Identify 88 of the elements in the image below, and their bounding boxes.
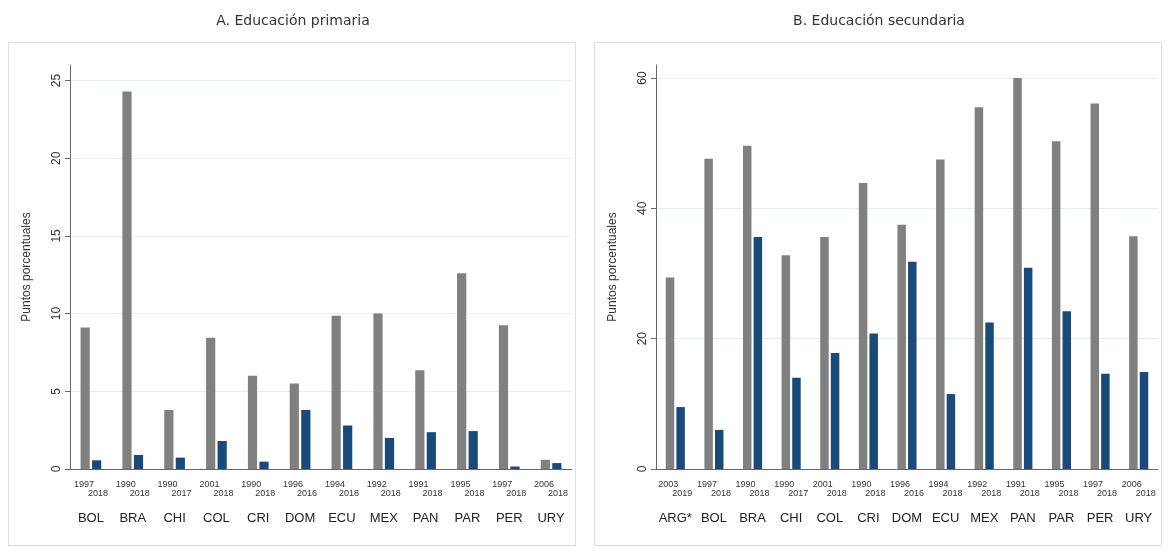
bar xyxy=(1090,103,1100,469)
bar xyxy=(175,457,185,469)
category-label: 1997 2018 PER xyxy=(1083,478,1118,525)
bar xyxy=(164,409,174,469)
y-tick-label: 0 xyxy=(635,465,649,473)
category-label: 1990 2018 BRA xyxy=(115,478,150,525)
category-label: 2001 2018 COL xyxy=(812,478,847,525)
category-label: 2006 2018 URY xyxy=(534,478,569,525)
y-tick-label: 5 xyxy=(49,387,63,395)
bar xyxy=(80,327,90,469)
bar xyxy=(457,273,467,469)
bar xyxy=(301,409,311,469)
bar xyxy=(92,460,102,469)
bar xyxy=(830,353,840,469)
bar xyxy=(858,182,868,469)
category-label: 1991 2018 PAN xyxy=(1005,478,1040,525)
bar xyxy=(665,277,675,469)
bar xyxy=(259,461,269,469)
y-tick-label: 40 xyxy=(635,201,649,216)
bar xyxy=(742,145,752,469)
bar xyxy=(468,431,478,469)
category-label: 1991 2018 PAN xyxy=(408,478,443,525)
bar xyxy=(331,315,341,469)
category-label: 1994 2018 ECU xyxy=(324,478,359,525)
bar xyxy=(415,370,425,469)
category-label: 1996 2016 DOM xyxy=(283,478,318,525)
bar xyxy=(1023,267,1033,469)
y-tick-label: 25 xyxy=(49,73,63,88)
bar xyxy=(985,322,994,469)
y-tick-label: 60 xyxy=(635,71,649,85)
chart-title: B. Educación secundaria xyxy=(793,12,965,28)
category-label: 1990 2017 CHI xyxy=(774,478,809,525)
category-label: 2006 2018 URY xyxy=(1121,478,1156,525)
category-label: 1992 2018 MEX xyxy=(366,478,401,525)
y-tick-label: 20 xyxy=(635,331,649,346)
bar xyxy=(869,333,878,469)
y-tick-label: 20 xyxy=(49,151,63,165)
y-tick-label: 10 xyxy=(49,306,63,321)
bar xyxy=(373,313,383,469)
bar xyxy=(1129,236,1138,469)
bar xyxy=(247,375,258,469)
category-label: 1997 2018 BOL xyxy=(73,478,108,525)
bar xyxy=(384,437,395,469)
category-label: 1995 2018 PAR xyxy=(1044,478,1079,525)
bar xyxy=(676,407,685,469)
bar xyxy=(217,441,227,469)
y-axis-title: Puntos porcentuales xyxy=(19,212,33,322)
category-label: 1992 2018 MEX xyxy=(967,478,1002,525)
y-tick-label: 0 xyxy=(49,465,63,473)
bar xyxy=(1101,373,1110,469)
bar xyxy=(289,383,299,469)
bar xyxy=(946,394,956,469)
bar xyxy=(122,91,132,469)
bar xyxy=(908,261,917,469)
category-label: 1997 2018 BOL xyxy=(696,478,731,525)
chart-title: A. Educación primaria xyxy=(216,12,370,28)
category-label: 1990 2018 CRI xyxy=(851,478,886,525)
category-label: 1990 2018 CRI xyxy=(241,478,276,525)
bar xyxy=(206,337,216,469)
bar xyxy=(753,237,763,469)
bar xyxy=(498,325,509,469)
bar xyxy=(343,425,353,469)
y-axis-title: Puntos porcentuales xyxy=(605,212,619,322)
bar xyxy=(820,237,829,469)
bar xyxy=(133,455,144,469)
bar xyxy=(704,158,713,469)
bar xyxy=(1051,141,1061,469)
category-label: 1995 2018 PAR xyxy=(450,478,485,525)
bar xyxy=(552,463,562,469)
bar xyxy=(936,159,945,469)
y-tick-label: 15 xyxy=(49,228,63,243)
bar xyxy=(426,432,436,469)
bar xyxy=(1013,78,1022,469)
category-label: 1997 2018 PER xyxy=(492,478,527,525)
bar xyxy=(792,377,801,469)
category-label: 2001 2018 COL xyxy=(199,478,234,525)
category-label: 2003 2019 ARG* xyxy=(658,478,693,525)
bar xyxy=(897,224,906,469)
category-label: 1990 2018 BRA xyxy=(735,478,770,525)
bar xyxy=(714,429,724,469)
bar xyxy=(1062,311,1072,469)
bar xyxy=(1139,371,1149,469)
bar xyxy=(540,459,550,469)
bar xyxy=(781,255,791,469)
category-label: 1996 2016 DOM xyxy=(889,478,925,525)
category-label: 1994 2018 ECU xyxy=(928,478,963,525)
bar xyxy=(974,107,984,469)
category-label: 1990 2017 CHI xyxy=(157,478,192,525)
